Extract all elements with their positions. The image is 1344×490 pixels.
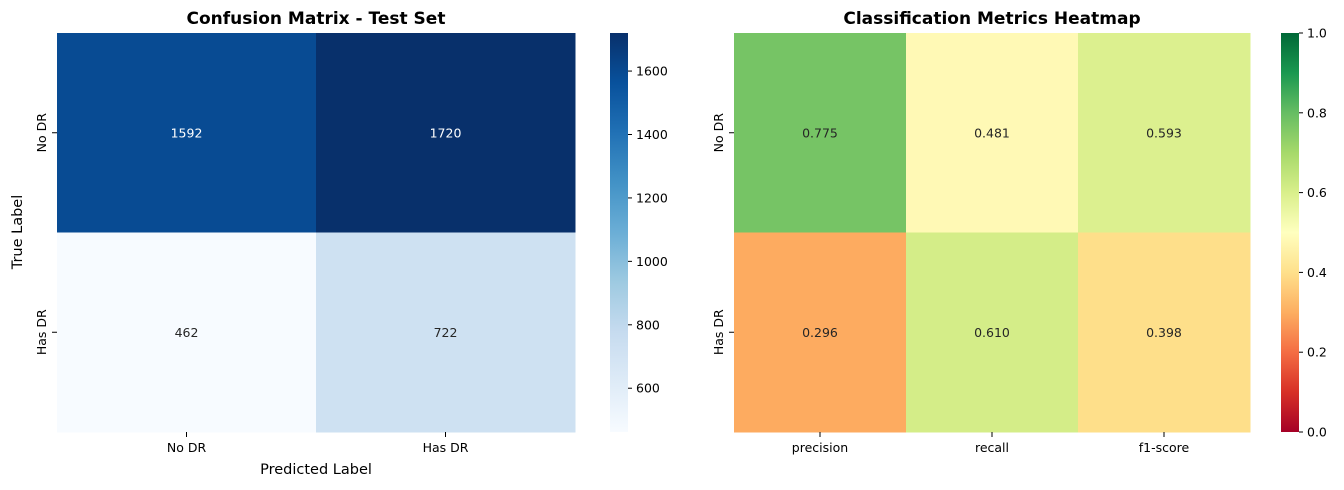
metrics-heatmap-cell [906, 33, 1079, 233]
confusion-matrix-y-tick-label: Has DR [34, 309, 49, 355]
confusion-matrix-panel: Confusion Matrix - Test Set 1592 1720 462 7… [10, 9, 668, 478]
metrics-heatmap-colorbar-tick-label: 1.0 [1307, 26, 1327, 41]
confusion-matrix-x-ticks: No DR Has DR [167, 432, 469, 455]
metrics-heatmap-cell [734, 33, 907, 233]
confusion-matrix-y-ticks: No DR Has DR [34, 113, 57, 355]
confusion-matrix-colorbar-tick-label: 800 [636, 317, 660, 332]
metrics-heatmap-cell-label: 0.481 [974, 125, 1010, 140]
metrics-heatmap-x-tick-label: precision [792, 440, 848, 455]
metrics-heatmap-colorbar-tick-label: 0.8 [1307, 105, 1327, 120]
confusion-matrix-colorbar-tick-label: 1000 [636, 254, 668, 269]
metrics-heatmap-colorbar-tick-label: 0.4 [1307, 265, 1327, 280]
metrics-heatmap-colorbar [1281, 33, 1299, 432]
metrics-heatmap-cell [1078, 33, 1251, 233]
metrics-heatmap-y-tick-label: Has DR [711, 309, 726, 355]
confusion-matrix-y-tick-label: No DR [34, 113, 49, 153]
metrics-heatmap-panel: Classification Metrics Heatmap 0.775 0.48… [711, 9, 1327, 455]
confusion-matrix-cell-label: 1720 [430, 125, 462, 140]
confusion-matrix-cell-label: 1592 [171, 125, 203, 140]
confusion-matrix-colorbar-tick-label: 1400 [636, 127, 668, 142]
confusion-matrix-colorbar-tick-label: 1600 [636, 64, 668, 79]
metrics-heatmap-x-tick-label: recall [975, 440, 1009, 455]
metrics-heatmap-cells: 0.775 0.481 0.593 0.296 0.610 0.398 [734, 33, 1251, 433]
metrics-heatmap-colorbar-ticks: 0.0 0.2 0.4 0.6 0.8 1.0 [1299, 26, 1327, 440]
confusion-matrix-xlabel: Predicted Label [260, 462, 372, 478]
confusion-matrix-ylabel: True Label [10, 195, 26, 271]
confusion-matrix-cell [57, 33, 317, 233]
metrics-heatmap-cell [906, 232, 1079, 433]
confusion-matrix-x-tick-label: No DR [167, 440, 207, 455]
confusion-matrix-cell [57, 232, 317, 433]
metrics-heatmap-title: Classification Metrics Heatmap [843, 9, 1140, 29]
metrics-heatmap-cell-label: 0.296 [802, 325, 838, 340]
metrics-heatmap-cell [1078, 232, 1251, 433]
confusion-matrix-cell [316, 232, 576, 433]
metrics-heatmap-cell-label: 0.610 [974, 325, 1010, 340]
metrics-heatmap-cell-label: 0.775 [802, 125, 838, 140]
confusion-matrix-x-tick-label: Has DR [423, 440, 469, 455]
confusion-matrix-title: Confusion Matrix - Test Set [187, 9, 446, 29]
confusion-matrix-cell-label: 462 [175, 325, 199, 340]
confusion-matrix-colorbar-tick-label: 600 [636, 381, 660, 396]
confusion-matrix-colorbar-ticks: 600 800 1000 1200 1400 1600 [628, 64, 668, 396]
metrics-heatmap-cell [734, 232, 907, 433]
metrics-heatmap-cell-label: 0.398 [1146, 325, 1182, 340]
metrics-heatmap-y-ticks: No DR Has DR [711, 113, 734, 355]
metrics-heatmap-colorbar-tick-label: 0.6 [1307, 185, 1327, 200]
confusion-matrix-cell-label: 722 [434, 325, 458, 340]
metrics-heatmap-colorbar-tick-label: 0.0 [1307, 425, 1327, 440]
metrics-heatmap-cell-label: 0.593 [1146, 125, 1182, 140]
confusion-matrix-colorbar-tick-label: 1200 [636, 190, 668, 205]
metrics-heatmap-y-tick-label: No DR [711, 113, 726, 153]
confusion-matrix-colorbar [610, 33, 628, 432]
metrics-heatmap-x-tick-label: f1-score [1139, 440, 1190, 455]
confusion-matrix-cell [316, 33, 576, 233]
confusion-matrix-cells: 1592 1720 462 722 [57, 33, 576, 433]
metrics-heatmap-colorbar-tick-label: 0.2 [1307, 345, 1327, 360]
metrics-heatmap-x-ticks: precision recall f1-score [792, 432, 1190, 455]
